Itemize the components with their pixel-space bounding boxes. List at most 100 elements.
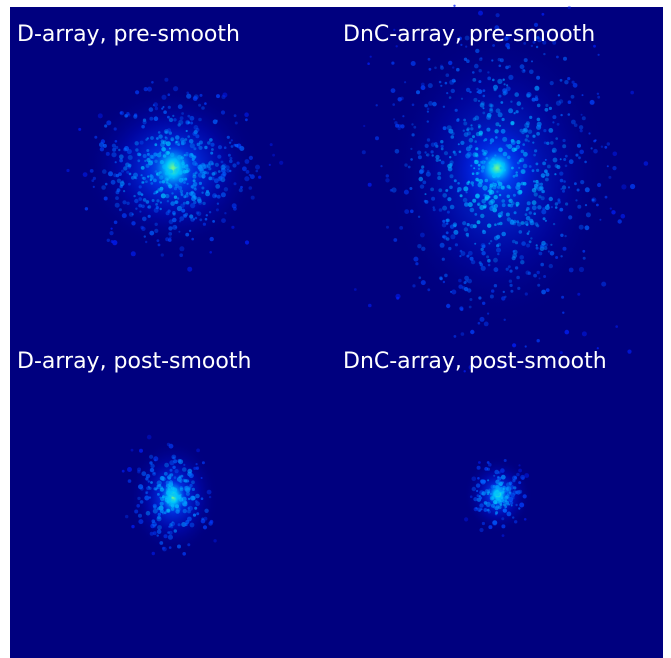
speckle-dot [469,495,473,499]
speckle-dot [489,103,494,108]
speckle-dot [418,169,424,175]
speckle-dot [193,147,197,151]
speckle-dot [404,163,408,167]
speckle-dot [182,508,187,514]
speckle-dot [427,288,431,292]
speckle-dot [462,129,465,132]
speckle-dot [471,184,474,187]
speckle-dot [172,493,177,497]
speckle-dot [584,225,590,231]
speckle-dot [577,292,581,296]
speckle-dot [463,132,469,138]
speckle-dot [418,176,424,182]
speckle-dot [198,117,202,122]
speckle-dot [525,121,530,126]
speckle-dot [167,475,172,480]
speckle-dot [175,184,179,189]
speckle-dot [444,273,448,278]
speckle-dot [474,63,479,69]
speckle-dot [229,159,233,164]
speckle-dot [498,147,503,153]
speckle-dot [525,223,529,227]
speckle-dot [537,186,543,192]
speckle-dot [451,78,456,83]
speckle-dot [191,487,195,491]
speckle-dot [118,154,124,160]
speckle-dot [499,221,503,226]
speckle-dot [188,473,194,479]
speckle-dot [179,486,183,490]
speckle-dot [594,139,597,142]
speckle-dot [505,486,509,490]
speckle-dot [168,238,172,242]
speckle-dot [580,113,583,116]
speckle-dot [353,288,357,291]
speckle-dot [244,240,250,245]
speckle-dot [153,505,157,510]
speckle-dot [153,472,156,475]
speckle-dot [568,215,573,220]
speckle-dot [482,111,486,115]
speckle-dot [542,175,545,178]
speckle-dot [97,113,103,119]
speckle-dot [460,307,464,312]
speckle-dot [573,123,578,127]
speckle-dot [202,201,206,206]
speckle-dot [567,113,571,116]
speckle-dot [578,266,585,273]
speckle-dot [171,486,175,491]
speckle-dot [562,189,565,193]
speckle-dot [141,181,145,184]
speckle-dot [147,480,150,483]
speckle-dot [386,225,389,229]
speckle-dot [581,331,587,337]
speckle-dot [526,92,532,98]
speckle-dot [528,211,532,215]
speckle-dot [485,501,491,507]
speckle-dot [269,143,273,147]
speckle-dot [497,181,503,187]
speckle-dot [126,170,130,174]
speckle-dot [497,112,503,118]
speckle-dot [559,78,563,82]
speckle-dot [178,186,183,190]
speckle-dot [536,117,541,122]
speckle-dot [578,156,581,160]
speckle-dot [151,81,154,84]
speckle-dot [210,142,215,147]
speckle-dot [506,84,509,87]
speckle-dot [134,198,139,204]
speckle-dot [478,10,483,16]
speckle-dot [157,243,161,247]
speckle-dot [149,467,155,473]
speckle-dot [138,185,142,189]
speckle-dot [206,163,211,168]
speckle-dot [170,201,175,206]
speckle-dot [579,129,583,133]
speckle-dot [576,188,580,192]
speckle-dot [183,214,187,218]
speckle-dot [187,468,193,474]
speckle-dot [195,127,200,132]
speckle-dot [173,476,177,479]
speckle-dot [449,204,455,210]
speckle-dot [105,151,110,156]
speckle-dot [498,505,502,510]
speckle-dot [385,178,390,183]
speckle-dot [250,174,255,180]
speckle-dot [181,159,185,163]
speckle-dot [165,181,168,184]
speckle-dot [500,128,506,134]
speckle-dot [91,179,95,183]
speckle-dot [182,201,186,205]
speckle-dot [170,170,174,174]
speckle-dot [445,73,450,77]
speckle-dot [141,204,145,209]
speckle-dot [209,251,212,254]
speckle-dot [487,479,490,482]
speckle-dot [469,207,475,213]
speckle-dot [483,152,487,156]
speckle-dot [223,187,229,192]
speckle-dot [161,476,166,482]
speckle-dot [217,170,221,173]
